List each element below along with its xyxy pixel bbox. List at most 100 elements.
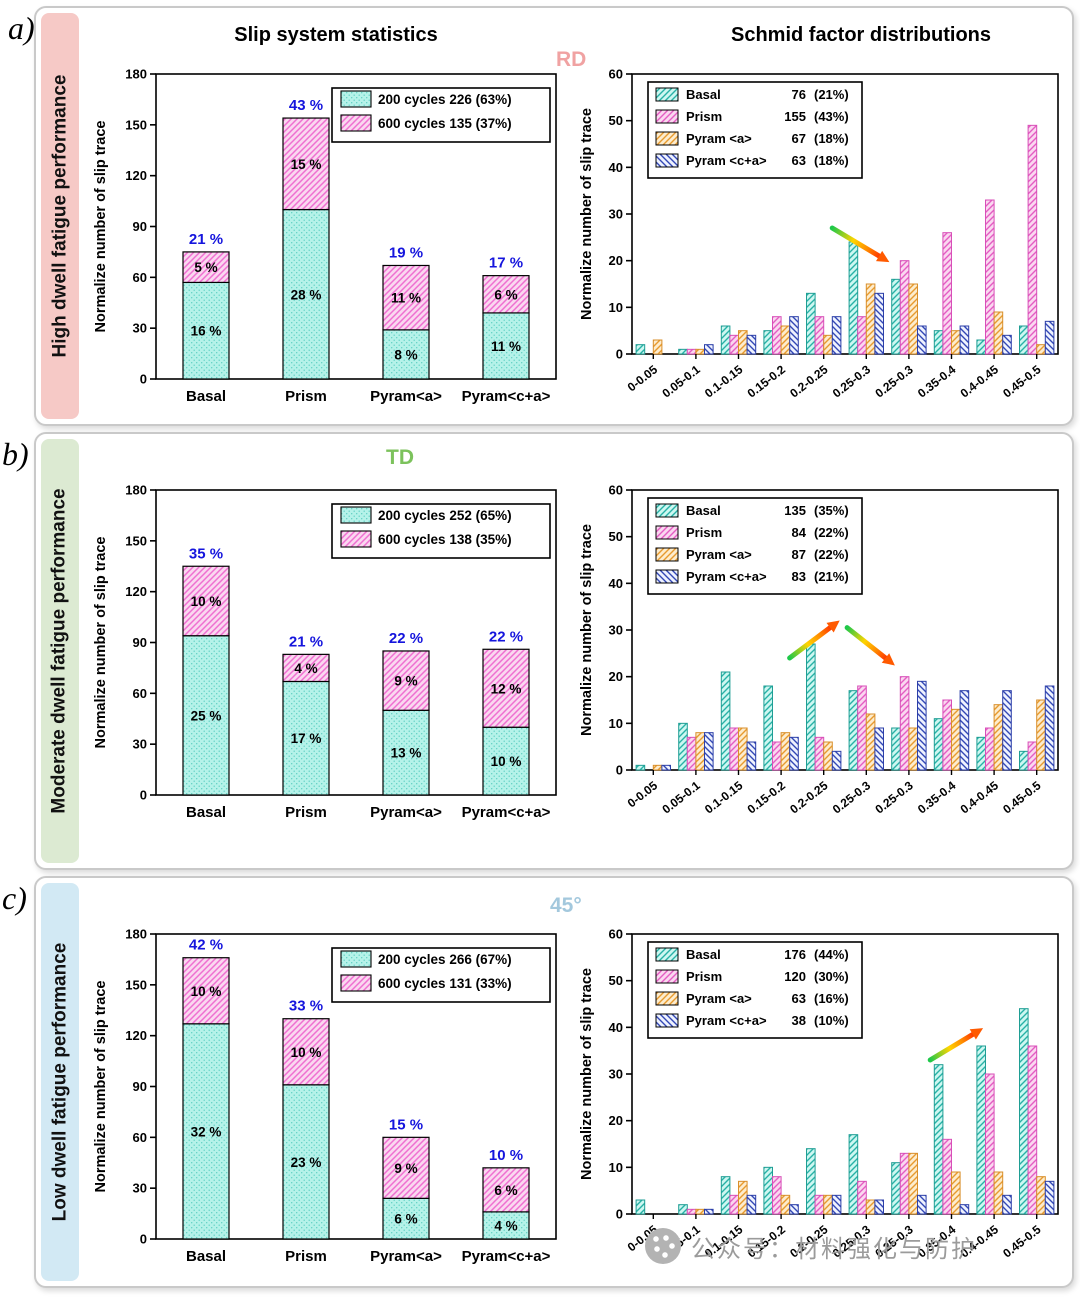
trend-arrow (927, 1031, 976, 1063)
bar-basal (806, 1148, 816, 1215)
svg-text:Basal: Basal (186, 1248, 226, 1265)
bar-600-cycles (482, 648, 530, 728)
bar-pyrama (865, 713, 876, 771)
bar-basal (806, 643, 816, 771)
svg-text:Normalize number of slip trace: Normalize number of slip trace (93, 121, 109, 333)
svg-text:0.05-0.1: 0.05-0.1 (659, 362, 703, 400)
svg-text:0.4-0.45: 0.4-0.45 (958, 362, 1002, 400)
svg-text:20: 20 (609, 1113, 623, 1128)
svg-text:67: 67 (792, 131, 806, 146)
svg-text:Normalize number of slip trace: Normalize number of slip trace (579, 108, 595, 320)
bar-prism (1027, 1045, 1038, 1215)
svg-text:Normalize number of slip trace: Normalize number of slip trace (579, 524, 595, 736)
bar-prism (942, 1138, 952, 1215)
bar-pyramca (1002, 1194, 1012, 1215)
bar-pyramca (874, 1199, 884, 1215)
svg-text:33 %: 33 % (289, 998, 323, 1015)
svg-text:25 %: 25 % (191, 708, 222, 723)
svg-text:(18%): (18%) (814, 153, 849, 168)
svg-text:30: 30 (609, 207, 623, 222)
bar-prism (942, 699, 952, 771)
svg-text:0: 0 (616, 1207, 623, 1222)
svg-text:135: 135 (784, 503, 806, 518)
svg-text:90: 90 (133, 1079, 147, 1094)
svg-text:(43%): (43%) (814, 109, 849, 124)
sidebar-label-high-dwell: High dwell fatigue performance (49, 74, 70, 358)
bar-prism (772, 1176, 782, 1215)
svg-text:6 %: 6 % (494, 287, 517, 302)
legend-box (647, 941, 863, 1039)
svg-text:Basal: Basal (186, 388, 226, 405)
svg-text:Basal: Basal (686, 947, 721, 962)
svg-text:17 %: 17 % (291, 731, 322, 746)
bar-basal (976, 1045, 986, 1215)
bar-basal (1019, 325, 1029, 355)
svg-text:50: 50 (609, 529, 623, 544)
svg-text:4 %: 4 % (294, 661, 317, 676)
bar-200-cycles (282, 208, 330, 380)
legend-box (647, 81, 863, 179)
trend-arrow-head (881, 653, 895, 666)
bar-basal (678, 1204, 688, 1215)
svg-text:0.2-0.25: 0.2-0.25 (787, 778, 831, 816)
svg-text:Prism: Prism (686, 969, 722, 984)
bar-basal (635, 344, 646, 355)
watermark-logo-icon (645, 1228, 681, 1264)
svg-text:Basal: Basal (686, 503, 721, 518)
svg-text:120: 120 (125, 1028, 147, 1043)
svg-text:Pyram <a>: Pyram <a> (686, 131, 752, 146)
svg-text:0.25-0.3: 0.25-0.3 (830, 362, 874, 400)
svg-text:16 %: 16 % (191, 324, 222, 339)
bar-prism (814, 736, 825, 771)
svg-text:0-0.05: 0-0.05 (625, 362, 661, 394)
bar-pyrama (823, 1194, 833, 1215)
svg-text:11 %: 11 % (391, 291, 421, 306)
svg-text:120: 120 (784, 969, 806, 984)
bar-basal (1019, 750, 1029, 771)
svg-text:0.1-0.15: 0.1-0.15 (702, 778, 746, 816)
bar-pyramca (959, 690, 970, 771)
svg-text:200 cycles 252 (65%): 200 cycles 252 (65%) (378, 508, 512, 523)
svg-text:180: 180 (125, 483, 147, 498)
svg-text:0.25-0.3: 0.25-0.3 (872, 362, 916, 400)
bar-pyramca (874, 727, 884, 771)
svg-text:10 %: 10 % (291, 1045, 322, 1060)
bar-prism (985, 199, 995, 355)
stacked-chart: 0 30 60 90 120 150 180 Normalize number of slip… (93, 927, 557, 1265)
bar-600-cycles (282, 117, 330, 211)
stacked-chart: 0 30 60 90 120 150 180 Normalize number of slip… (93, 483, 557, 821)
svg-text:0.25-0.3: 0.25-0.3 (830, 778, 874, 816)
svg-text:Pyram<c+a>: Pyram<c+a> (462, 1248, 551, 1265)
svg-text:17 %: 17 % (489, 255, 523, 272)
bar-200-cycles (282, 1084, 330, 1240)
svg-text:8 %: 8 % (394, 347, 417, 362)
bar-basal (806, 292, 816, 355)
bar-basal (763, 1166, 773, 1215)
svg-text:10: 10 (609, 1160, 623, 1175)
svg-text:32 %: 32 % (191, 1124, 222, 1139)
svg-text:5 %: 5 % (194, 260, 217, 275)
svg-text:Normalize number of slip trace: Normalize number of slip trace (579, 968, 595, 1180)
svg-text:60: 60 (609, 927, 623, 942)
svg-text:(21%): (21%) (814, 569, 849, 584)
bar-pyrama (865, 283, 876, 355)
trend-arrow (844, 625, 888, 661)
bar-prism (985, 727, 995, 771)
bar-prism (686, 1208, 697, 1215)
bar-prism (729, 1194, 739, 1215)
svg-text:12 %: 12 % (491, 681, 522, 696)
direction-label-td: TD (386, 446, 414, 469)
bar-200-cycles (282, 680, 330, 796)
svg-text:(44%): (44%) (814, 947, 849, 962)
trend-arrow-head (969, 1028, 984, 1040)
bar-200-cycles (182, 281, 230, 380)
svg-text:Basal: Basal (186, 804, 226, 821)
svg-text:30: 30 (609, 1067, 623, 1082)
svg-text:6 %: 6 % (394, 1212, 417, 1227)
svg-text:0-0.05: 0-0.05 (625, 778, 661, 810)
svg-text:4 %: 4 % (494, 1218, 517, 1233)
bar-pyrama (652, 764, 663, 771)
slip-system-chart-45: 0 30 60 90 120 150 180 Normalize number of slip… (93, 927, 557, 1265)
bar-pyramca (746, 741, 757, 771)
svg-text:10 %: 10 % (191, 594, 222, 609)
